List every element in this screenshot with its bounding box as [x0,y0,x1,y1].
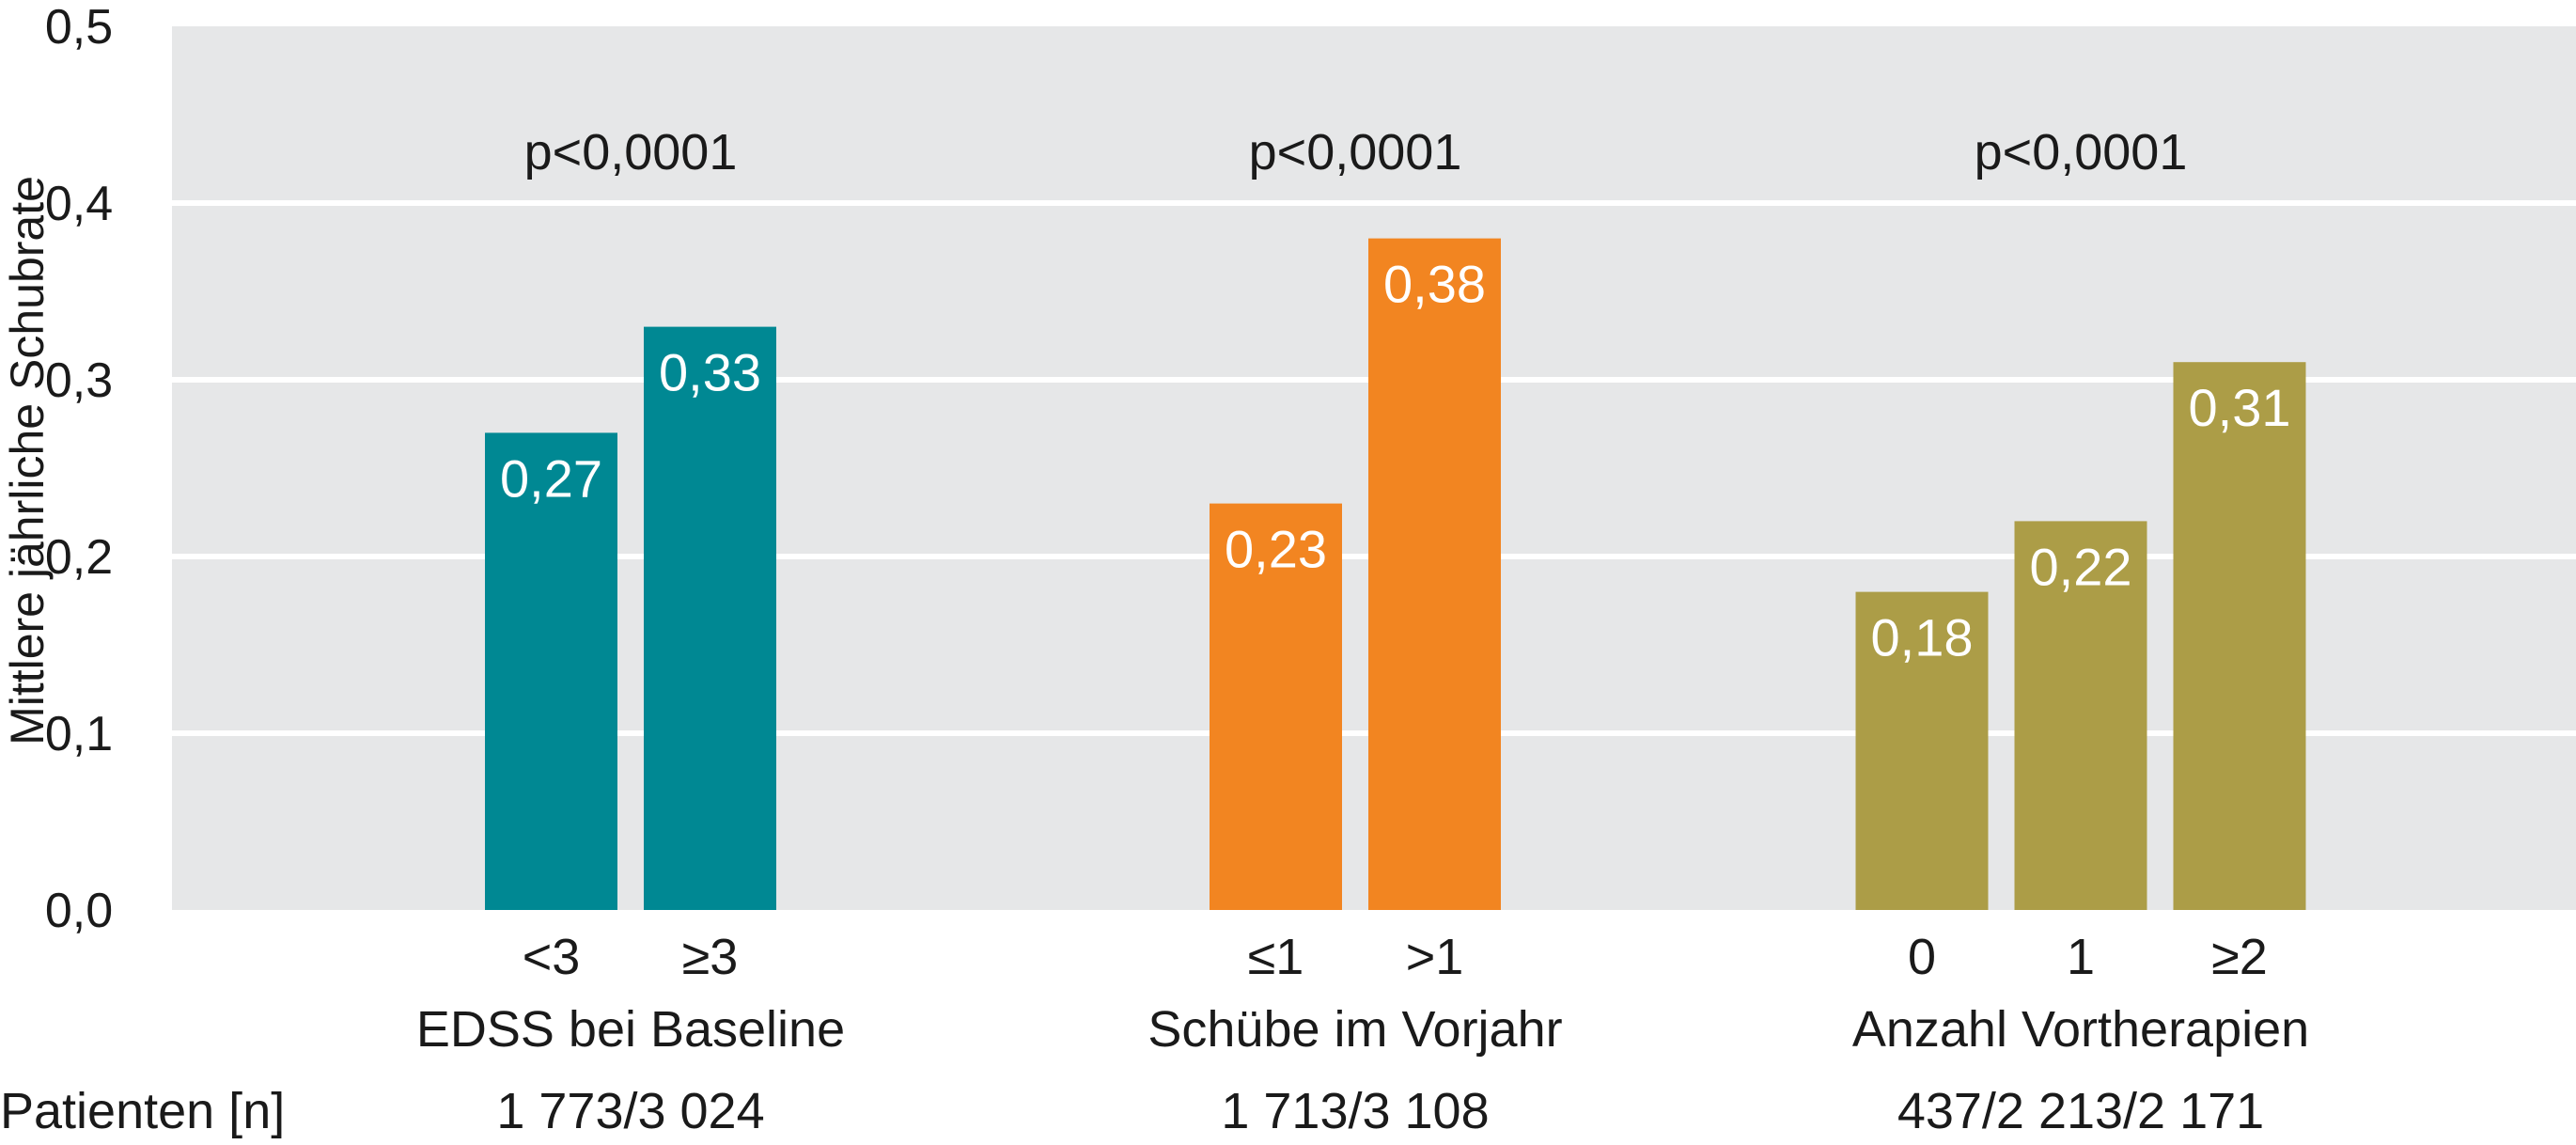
y-tick-label: 0,2 [45,530,113,585]
y-axis-label: Mittlere jährliche Schubrate [1,176,54,745]
category-label: 1 [2067,929,2095,985]
category-label: 0 [1908,929,1936,985]
patient-count: 1 773/3 024 [496,1083,764,1139]
group-labels: EDSS bei Baseline Schübe im Vorjahr Anzahl… [416,1001,2309,1058]
category-label: >1 [1406,929,1464,985]
patient-count: 437/2 213/2 171 [1897,1083,2264,1139]
bar-value-label: 0,33 [659,343,761,402]
category-label: ≤1 [1248,929,1304,985]
group-label: EDSS bei Baseline [416,1001,845,1058]
y-tick-label: 0,3 [45,353,113,408]
category-label: ≥3 [682,929,739,985]
y-tick-label: 0,5 [45,0,113,55]
bar-value-label: 0,18 [1871,608,1974,667]
group-label: Schübe im Vorjahr [1147,1001,1562,1058]
category-label: ≥2 [2211,929,2268,985]
bar [2014,521,2147,910]
p-value-label: p<0,0001 [1975,124,2188,180]
category-labels: <3 ≥3 ≤1 >1 0 1 ≥2 [523,929,2268,985]
y-axis-ticks: 0,0 0,1 0,2 0,3 0,4 0,5 [45,0,113,938]
bar [1368,238,1501,911]
patient-counts: 1 773/3 024 1 713/3 108 437/2 213/2 171 [496,1083,2264,1139]
patients-label: Patienten [n] [0,1083,285,1139]
group-label: Anzahl Vortherapien [1852,1001,2309,1058]
bar-value-label: 0,22 [2030,537,2132,596]
bar-value-label: 0,38 [1383,255,1486,314]
bar [2173,362,2306,910]
y-tick-label: 0,4 [45,177,113,231]
y-tick-label: 0,0 [45,884,113,938]
bar-value-label: 0,31 [2189,378,2291,437]
bar [1855,591,1989,910]
bar-value-label: 0,23 [1225,520,1327,579]
bar [644,326,776,911]
bars: 0,27 0,33 0,23 0,38 0,18 0,22 0,31 [485,238,2306,911]
p-value-annotations: p<0,0001 p<0,0001 p<0,0001 [524,124,2188,180]
patient-count: 1 713/3 108 [1221,1083,1489,1139]
bar-value-label: 0,27 [500,448,602,508]
category-label: <3 [523,929,581,985]
p-value-label: p<0,0001 [1249,124,1462,180]
p-value-label: p<0,0001 [524,124,738,180]
bar [1210,503,1342,910]
y-tick-label: 0,1 [45,707,113,761]
bar [485,432,617,910]
